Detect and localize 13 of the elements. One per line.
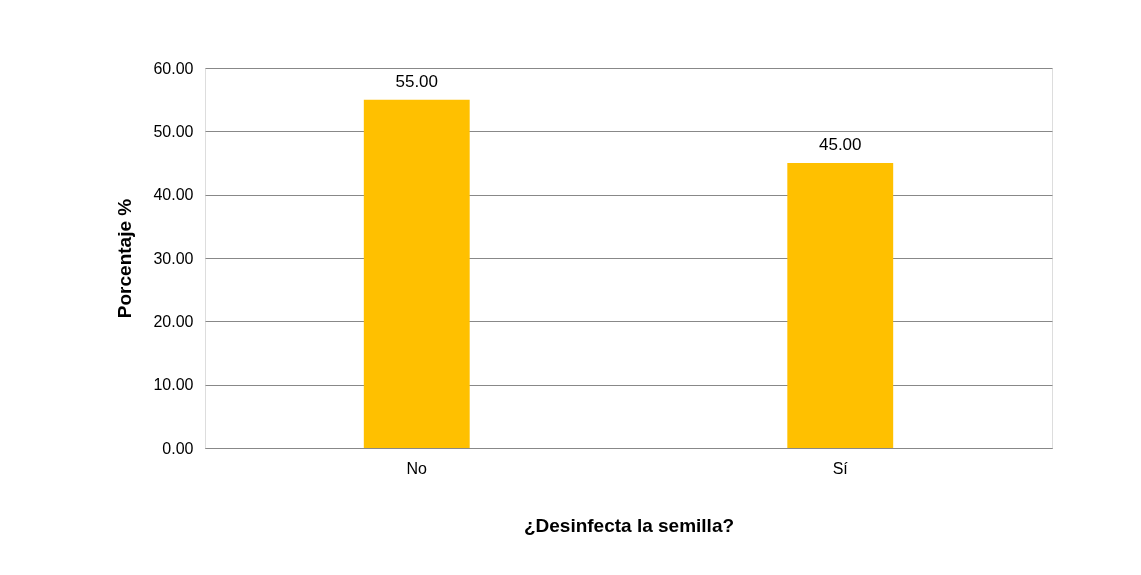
x-axis-title: ¿Desinfecta la semilla? bbox=[523, 514, 735, 536]
y-tick-label: 0.00 bbox=[162, 439, 194, 457]
x-tick-label: No bbox=[406, 459, 428, 477]
y-tick-label: 30.00 bbox=[153, 249, 194, 267]
data-label: 45.00 bbox=[818, 135, 862, 154]
y-axis-title: Porcentaje % bbox=[114, 198, 136, 319]
y-tick-label: 20.00 bbox=[153, 312, 194, 330]
y-tick-label: 10.00 bbox=[153, 376, 194, 394]
x-tick-label: Sí bbox=[832, 459, 849, 477]
y-tick-label: 50.00 bbox=[153, 122, 194, 140]
data-label: 55.00 bbox=[395, 71, 439, 91]
y-tick-label: 60.00 bbox=[153, 59, 194, 77]
y-tick-label: 40.00 bbox=[153, 186, 194, 204]
